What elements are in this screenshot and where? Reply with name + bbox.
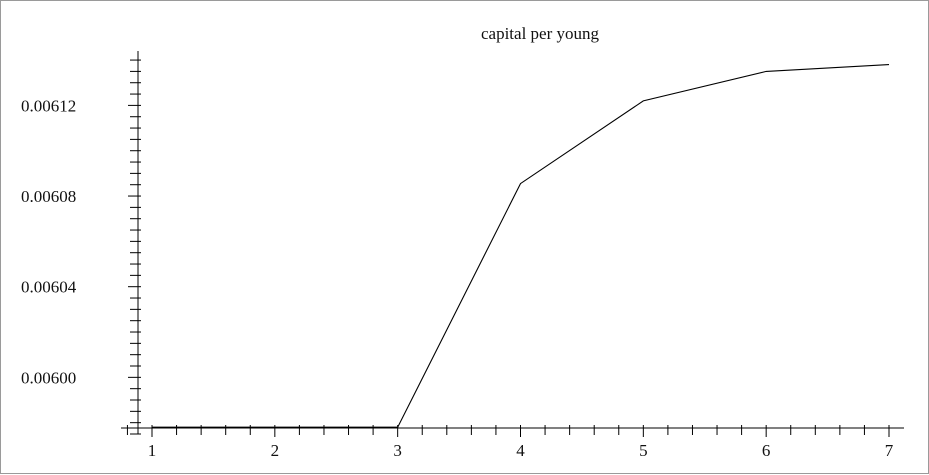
x-tick-label: 1 [148, 441, 157, 460]
x-tick-label: 7 [885, 441, 894, 460]
x-tick-label: 6 [762, 441, 771, 460]
x-tick-label: 4 [516, 441, 525, 460]
y-tick-label: 0.00612 [21, 96, 76, 115]
x-tick-label: 2 [271, 441, 280, 460]
y-tick-label: 0.00600 [21, 368, 76, 387]
y-tick-label: 0.00608 [21, 187, 76, 206]
x-tick-label: 5 [639, 441, 648, 460]
series-layer [152, 65, 889, 428]
series-line [152, 65, 889, 428]
chart-title: capital per young [481, 24, 600, 43]
y-tick-label: 0.00604 [21, 278, 77, 297]
axes: 0.00600 0.00604 0.00608 0.00612 1 2 3 4 5 6 7 [21, 51, 904, 460]
x-tick-label: 3 [393, 441, 402, 460]
